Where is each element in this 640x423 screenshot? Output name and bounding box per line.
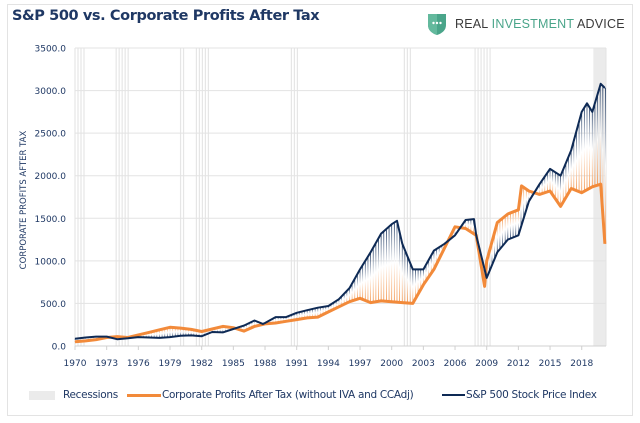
corporate-profits-line [74,182,607,344]
x-axis-ticks: 1970 1973 1976 1979 1982 1985 1988 1991 1994 1997… [64,346,593,369]
x-tick-label: 1973 [95,359,118,369]
y-tick-label: 1000.0 [35,257,67,267]
legend-item-corporate-profits[interactable]: Corporate Profits After Tax (without IVA… [127,389,414,401]
y-tick-label: 3000.0 [35,87,67,97]
y-tick-label: 500.0 [40,300,66,310]
x-tick-label: 1988 [254,359,277,369]
orange-line-swatch [127,393,161,397]
x-tick-label: 1970 [64,359,87,369]
y-tick-label: 1500.0 [35,215,67,225]
recession-bands [74,48,606,346]
recession-band [593,48,606,346]
y-tick-label: 2000.0 [35,172,67,182]
y-axis-ticks: 0.0 500.0 1000.0 1500.0 2000.0 2500.0 3000.0 35… [35,45,67,353]
chart-title: S&P 500 vs. Corporate Profits After Tax [12,8,320,24]
recession-band [115,48,129,346]
x-tick-label: 2012 [507,359,530,369]
legend-item-sp500[interactable]: S&P 500 Stock Price Index [442,389,597,401]
navy-line-swatch [442,394,465,396]
x-tick-label: 2009 [475,359,498,369]
recession-band [474,48,491,346]
x-tick-label: 2000 [380,359,403,369]
x-tick-label: 1976 [127,359,150,369]
y-axis-label: CORPORATE PROFITS AFTER TAX [19,131,29,270]
x-tick-label: 1985 [222,359,245,369]
recession-band [179,48,185,346]
legend-label: S&P 500 Stock Price Index [466,389,597,401]
x-tick-label: 2006 [444,359,467,369]
legend-item-recessions[interactable]: Recessions [29,389,118,401]
x-tick-label: 2015 [539,359,562,369]
x-tick-label: 1997 [349,359,372,369]
x-tick-label: 1994 [317,359,340,369]
legend-label: Recessions [63,389,118,401]
x-tick-label: 1982 [190,359,213,369]
sp500-line [74,82,606,341]
chart-frame [7,4,633,416]
shield-chat-icon [428,14,446,35]
brand-name: REAL INVESTMENT ADVICE [455,17,625,31]
y-tick-label: 2500.0 [35,130,67,140]
x-tick-label: 1991 [285,359,308,369]
y-tick-label: 3500.0 [35,45,67,55]
gridlines [75,47,607,347]
brand-logo[interactable]: REAL INVESTMENT ADVICE [427,12,625,36]
recession-band [74,48,85,346]
recession-swatch [29,390,55,400]
legend-label: Corporate Profits After Tax (without IVA… [162,389,414,401]
x-tick-label: 2018 [570,359,593,369]
legend: Recessions Corporate Profits After Tax (… [0,386,640,406]
series-lines [74,82,607,344]
y-tick-label: 0.0 [52,343,67,353]
recession-band [195,48,210,346]
recession-band [290,48,299,346]
x-tick-label: 1979 [159,359,182,369]
x-tick-label: 2003 [412,359,435,369]
